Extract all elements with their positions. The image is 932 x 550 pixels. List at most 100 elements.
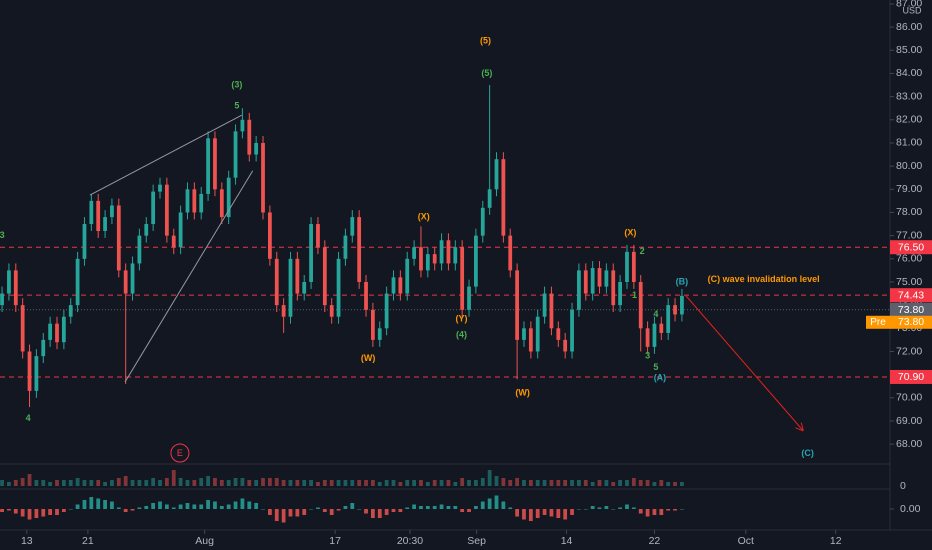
volume-bar	[27, 474, 32, 486]
candle-body	[631, 251, 636, 282]
volume-bar	[357, 480, 362, 486]
candle-body	[625, 251, 629, 282]
oscillator-bar	[446, 506, 451, 509]
volume-bar	[528, 480, 533, 486]
volume-bar	[673, 482, 677, 486]
level-label: 76.50	[898, 241, 924, 253]
premarket-label: 73.80	[898, 316, 924, 328]
volume-bar	[261, 478, 265, 486]
volume-bar	[302, 480, 307, 486]
oscillator-bar	[652, 509, 657, 515]
candle-body	[673, 305, 677, 315]
candle-body	[453, 247, 458, 264]
candle-body	[377, 328, 382, 340]
oscillator-bar	[535, 509, 540, 518]
candle-body	[137, 235, 142, 264]
volume-bar	[158, 480, 162, 486]
candle-body	[0, 293, 4, 306]
volume-bar	[316, 482, 320, 486]
candle-body	[171, 235, 176, 248]
candle-body	[618, 281, 623, 306]
oscillator-bar	[419, 506, 423, 509]
candle-body	[185, 189, 190, 213]
candle-body	[213, 138, 217, 190]
y-tick-label: 77.00	[896, 229, 922, 241]
wave-label: 1	[632, 290, 637, 300]
volume-bar	[68, 480, 73, 486]
volume-bar	[570, 480, 574, 486]
candle-body	[659, 323, 664, 333]
oscillator-bar	[48, 509, 53, 515]
wave-label: (W)	[361, 353, 376, 363]
x-tick-label: Sep	[467, 535, 486, 547]
oscillator-bar	[432, 506, 437, 509]
candle-body	[364, 281, 368, 310]
candle-body	[494, 159, 499, 190]
candle-body	[398, 277, 403, 294]
event-marker	[170, 443, 190, 463]
oscillator-bar	[350, 503, 355, 509]
volume-bar	[508, 480, 513, 486]
volume-bar	[96, 480, 101, 486]
volume-bar	[577, 480, 581, 486]
candle-body	[302, 281, 307, 294]
y-tick-label: 84.00	[896, 67, 922, 79]
oscillator-bar	[563, 509, 568, 520]
volume-bar	[240, 478, 245, 486]
oscillator-bar	[27, 509, 32, 520]
oscillator-bar	[391, 509, 396, 512]
candle-body	[240, 119, 245, 132]
volume-bar	[274, 478, 279, 486]
oscillator-bar	[522, 509, 526, 520]
volume-bar	[371, 480, 375, 486]
volume-bar	[480, 478, 485, 486]
x-tick-label: 13	[21, 535, 33, 547]
oscillator-bar	[322, 509, 327, 512]
candle-body	[20, 305, 25, 352]
volume-bar	[164, 478, 169, 486]
candle-body	[350, 217, 355, 236]
wave-label: 5	[653, 362, 658, 372]
volume-bar	[343, 480, 348, 486]
candle-body	[247, 119, 252, 155]
y-tick-label: 87.00	[896, 0, 922, 10]
oscillator-bar	[103, 500, 107, 509]
candle-body	[597, 268, 602, 287]
volume-bar	[556, 480, 561, 486]
currency-label: USD	[902, 5, 922, 15]
oscillator-bar	[267, 509, 272, 515]
x-tick-label: 17	[329, 535, 341, 547]
wave-label: 3	[0, 230, 5, 240]
candle-body	[604, 270, 609, 287]
wave-label: 4	[653, 309, 658, 319]
volume-bar	[474, 480, 478, 486]
candle-body	[61, 316, 66, 343]
wave-label: (Y)	[455, 313, 467, 323]
volume-bar	[625, 480, 629, 486]
candle-body	[233, 131, 238, 178]
oscillator-bar	[281, 509, 286, 523]
oscillator-bar	[233, 501, 238, 509]
oscillator-bar	[364, 509, 368, 514]
volume-bar	[0, 480, 4, 486]
volume-bar	[206, 476, 210, 486]
volume-bar	[398, 482, 403, 486]
oscillator-bar	[144, 506, 149, 509]
wave-label: (B)	[676, 276, 689, 286]
wave-label: (4)	[456, 330, 467, 340]
volume-bar	[350, 480, 355, 486]
volume-bar	[425, 482, 430, 486]
volume-bar	[494, 476, 499, 486]
volume-bar	[405, 480, 410, 486]
wave-label: (5)	[480, 35, 491, 45]
volume-bar	[645, 480, 650, 486]
volume-bar	[549, 480, 554, 486]
candle-body	[391, 277, 396, 294]
candle-body	[542, 293, 547, 317]
y-tick-label: 76.00	[896, 253, 922, 265]
y-tick-label: 72.00	[896, 345, 922, 357]
volume-bar	[501, 478, 506, 486]
oscillator-tick-label: 0.00	[900, 503, 921, 515]
